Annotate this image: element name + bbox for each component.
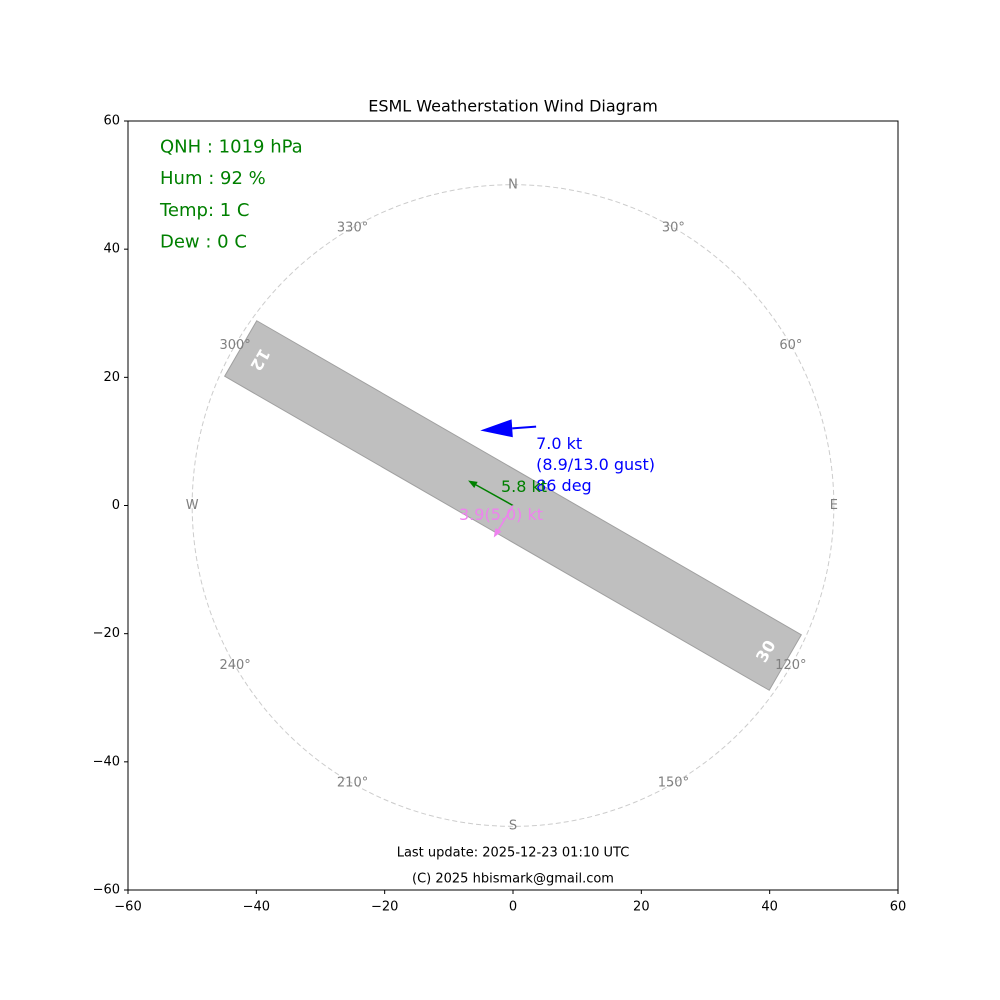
- wind-label: 86 deg: [536, 476, 592, 495]
- compass-circle: [191, 184, 835, 827]
- compass-label: W: [186, 498, 199, 513]
- info-text: QNH : 1019 hPa: [160, 137, 303, 158]
- arrow-shaft: [497, 505, 514, 531]
- x-tick-label: 60: [890, 900, 907, 915]
- wind-arrow: [480, 419, 537, 438]
- y-tick-label: 20: [103, 370, 120, 385]
- wind-label: (8.9/13.0 gust): [536, 455, 655, 474]
- wind-label: 7.0 kt: [536, 434, 582, 453]
- wind-label: 3.9(5.0) kt: [459, 505, 543, 524]
- compass-label: 60°: [779, 338, 802, 353]
- arrow-head: [468, 480, 478, 488]
- arrow-head: [493, 528, 502, 538]
- y-tick-label: 0: [112, 498, 120, 513]
- compass-label: N: [508, 178, 518, 193]
- compass-label: 150°: [658, 775, 689, 790]
- arrow-shaft: [475, 484, 514, 507]
- footer-text: (C) 2025 hbismark@gmail.com: [412, 872, 614, 887]
- compass-label: 30°: [662, 221, 685, 236]
- y-tick-label: 60: [103, 114, 120, 129]
- y-tick-label: −40: [93, 754, 120, 769]
- x-tick-label: −40: [243, 900, 270, 915]
- compass-label: 210°: [337, 775, 368, 790]
- compass-label: 120°: [775, 658, 806, 673]
- x-tick-label: −60: [114, 900, 141, 915]
- arrow-shaft: [512, 425, 537, 430]
- info-text: Hum : 92 %: [160, 168, 266, 189]
- y-tick-label: 40: [103, 242, 120, 257]
- compass-label: S: [509, 818, 517, 833]
- x-tick-label: 20: [633, 900, 650, 915]
- x-tick-label: 0: [509, 900, 517, 915]
- compass-label: E: [830, 498, 838, 513]
- arrow-head: [480, 419, 513, 438]
- x-tick-label: −20: [371, 900, 398, 915]
- wind-arrow: [468, 480, 514, 507]
- info-text: Temp: 1 C: [159, 200, 250, 221]
- chart-title: ESML Weatherstation Wind Diagram: [368, 97, 658, 116]
- wind-label: 5.8 kt: [501, 477, 547, 496]
- y-tick-label: −20: [93, 626, 120, 641]
- footer-text: Last update: 2025-12-23 01:10 UTC: [397, 846, 630, 861]
- compass-label: 330°: [337, 221, 368, 236]
- y-tick-label: −60: [93, 883, 120, 898]
- x-tick-label: 40: [761, 900, 778, 915]
- compass-label: 240°: [219, 658, 250, 673]
- info-text: Dew : 0 C: [160, 232, 247, 253]
- compass-label: 300°: [219, 338, 250, 353]
- wind-arrow: [493, 505, 514, 538]
